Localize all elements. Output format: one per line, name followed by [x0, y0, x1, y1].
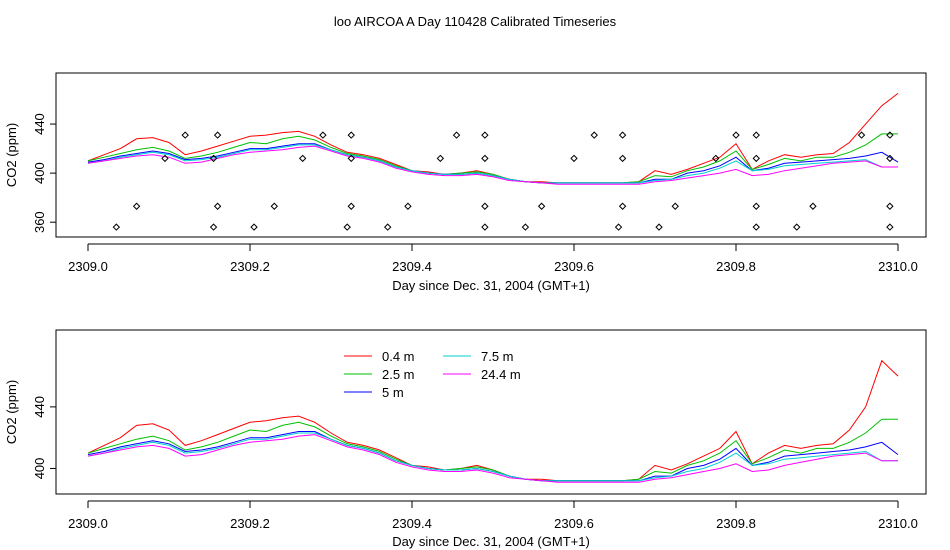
chart-title: loo AIRCOA A Day 110428 Calibrated Times… [334, 14, 617, 29]
series-line-7-5-m [87, 144, 898, 184]
series-line-0-4-m [87, 93, 899, 184]
point-marker [886, 202, 894, 210]
point-marker [752, 202, 760, 210]
point-marker [298, 154, 307, 163]
point-marker [213, 202, 222, 210]
point-marker [181, 131, 189, 139]
point-marker [112, 223, 121, 231]
point-marker [655, 223, 663, 231]
series-line-24-4-m [87, 434, 898, 483]
point-marker [209, 223, 218, 231]
point-marker [343, 223, 351, 231]
x-tick-label: 2309.0 [68, 516, 108, 531]
point-marker [752, 154, 760, 163]
point-marker [809, 202, 817, 210]
x-tick-label: 2309.6 [554, 259, 594, 274]
point-marker [250, 223, 258, 231]
point-marker [347, 154, 355, 163]
point-marker [886, 154, 894, 163]
point-marker [752, 131, 760, 139]
top-y-axis: 360 400 440 [32, 113, 56, 233]
point-marker [857, 131, 866, 139]
point-marker [752, 223, 760, 231]
point-marker [793, 223, 801, 231]
point-marker [537, 202, 546, 210]
point-marker [347, 131, 355, 139]
legend-label: 5 m [382, 385, 404, 400]
point-marker [886, 131, 894, 139]
point-marker [481, 202, 489, 210]
point-marker [732, 131, 740, 139]
point-marker [161, 154, 169, 163]
bottom-panel: 400 440 2309.0 2309.2 2309.4 2309.6 2309.8 231… [4, 329, 927, 549]
top-point-markers [112, 131, 894, 231]
x-tick-label: 2309.6 [554, 516, 594, 531]
point-marker [614, 223, 623, 231]
x-tick-label: 2310.0 [878, 516, 918, 531]
y-tick-label: 360 [32, 211, 47, 233]
y-tick-label: 400 [32, 458, 47, 480]
x-tick-label: 2309.0 [68, 259, 108, 274]
point-marker [671, 202, 679, 210]
bottom-series-lines [87, 359, 899, 483]
x-tick-label: 2309.4 [392, 516, 432, 531]
point-marker [481, 154, 489, 163]
point-marker [618, 202, 627, 210]
point-marker [319, 131, 327, 139]
point-marker [132, 202, 141, 210]
point-marker [886, 223, 894, 231]
point-marker [404, 202, 412, 210]
legend-label: 0.4 m [382, 349, 415, 364]
x-tick-label: 2309.8 [716, 259, 756, 274]
top-x-axis-label: Day since Dec. 31, 2004 (GMT+1) [392, 278, 590, 293]
point-marker [209, 154, 218, 163]
bottom-x-axis-label: Day since Dec. 31, 2004 (GMT+1) [392, 534, 590, 549]
series-line-24-4-m [87, 145, 898, 185]
point-marker [383, 223, 392, 231]
y-tick-label: 440 [32, 113, 47, 135]
legend-label: 2.5 m [382, 367, 415, 382]
x-tick-label: 2310.0 [878, 259, 918, 274]
point-marker [481, 131, 489, 139]
point-marker [590, 131, 598, 139]
point-marker [436, 154, 445, 163]
bottom-x-axis: 2309.0 2309.2 2309.4 2309.6 2309.8 2310.0 [68, 500, 918, 531]
top-panel: 360 400 440 2309.0 2309.2 2309.4 2309.6 2309.8… [4, 72, 927, 293]
point-marker [481, 223, 489, 231]
legend-label: 24.4 m [481, 367, 521, 382]
top-y-axis-label: CO2 (ppm) [4, 123, 19, 187]
y-tick-label: 400 [32, 162, 47, 184]
x-tick-label: 2309.8 [716, 516, 756, 531]
point-marker [347, 202, 355, 210]
point-marker [618, 154, 627, 163]
bottom-plot-frame [55, 329, 927, 495]
bottom-y-axis: 400 440 [32, 396, 56, 479]
y-tick-label: 440 [32, 396, 47, 418]
top-series-lines [87, 93, 899, 185]
top-plot-frame [55, 72, 927, 238]
point-marker [213, 131, 222, 139]
point-marker [618, 131, 627, 139]
point-marker [570, 154, 578, 163]
series-line-2-5-m [87, 133, 898, 184]
bottom-y-axis-label: CO2 (ppm) [4, 380, 19, 444]
point-marker [452, 131, 461, 139]
x-tick-label: 2309.4 [392, 259, 432, 274]
point-marker [712, 154, 720, 163]
x-tick-label: 2309.2 [230, 259, 270, 274]
top-x-axis: 2309.0 2309.2 2309.4 2309.6 2309.8 2310.0 [68, 243, 918, 274]
point-marker [521, 223, 530, 231]
x-tick-label: 2309.2 [230, 516, 270, 531]
point-marker [270, 202, 279, 210]
legend: 0.4 m 2.5 m 5 m 7.5 m 24.4 m [344, 349, 521, 400]
series-line-2-5-m [87, 418, 898, 482]
legend-label: 7.5 m [481, 349, 514, 364]
series-line-7-5-m [87, 432, 898, 482]
